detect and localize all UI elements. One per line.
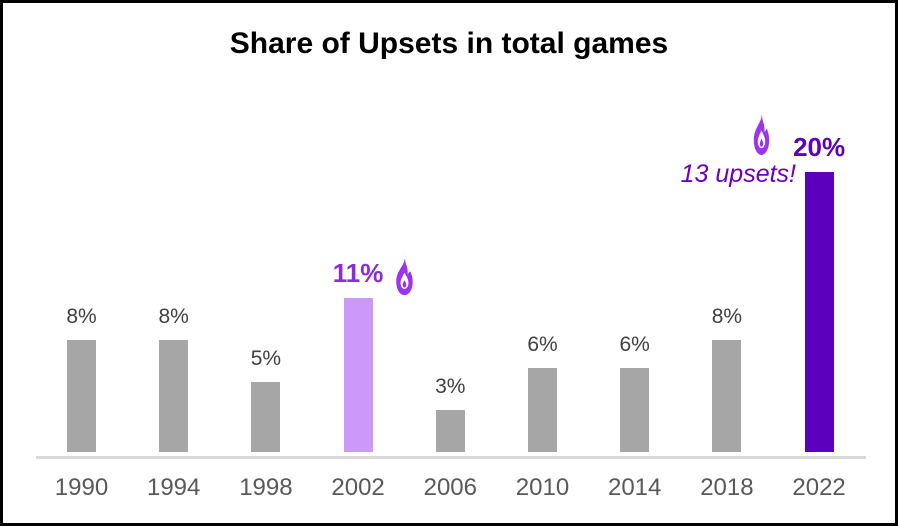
bar-2022 <box>804 172 834 452</box>
x-tick-1990: 1990 <box>54 474 109 501</box>
bar-2014 <box>620 368 650 452</box>
bar-1990 <box>67 340 96 452</box>
value-label-1994: 8% <box>158 305 189 328</box>
upsets-annotation: 13 upsets! <box>680 160 796 188</box>
bar-2010 <box>528 368 557 452</box>
value-label-1998: 5% <box>250 347 282 370</box>
bar-1994 <box>159 340 189 452</box>
value-label-2014: 6% <box>619 333 650 356</box>
x-tick-2002: 2002 <box>331 474 385 501</box>
value-label-2006: 3% <box>435 375 466 398</box>
chart-title: Share of Upsets in total games <box>229 27 669 60</box>
x-tick-2010: 2010 <box>515 474 570 501</box>
flame-icon-2002 <box>396 253 413 296</box>
value-label-2002: 11% <box>332 258 384 288</box>
plot-area: 8% 1990 8% 1994 5% 1998 11% 2002 3% 2006 6% 2010 6% 2… <box>3 3 895 523</box>
x-axis-line <box>36 456 866 459</box>
value-label-2018: 8% <box>711 305 743 328</box>
x-tick-1998: 1998 <box>239 474 293 501</box>
value-label-1990: 8% <box>66 305 97 328</box>
bar-1998 <box>251 382 281 452</box>
value-label-2022: 20% <box>793 132 846 162</box>
bar-2006 <box>435 410 465 452</box>
x-tick-2006: 2006 <box>423 474 477 501</box>
value-label-2010: 6% <box>527 333 558 356</box>
x-tick-2018: 2018 <box>700 474 754 501</box>
bar-2002 <box>343 298 373 452</box>
bar-2018 <box>712 340 742 452</box>
x-tick-1994: 1994 <box>146 474 201 501</box>
x-tick-2014: 2014 <box>607 474 662 501</box>
x-tick-2022: 2022 <box>792 474 846 501</box>
flame-icon-2022 <box>753 110 770 155</box>
